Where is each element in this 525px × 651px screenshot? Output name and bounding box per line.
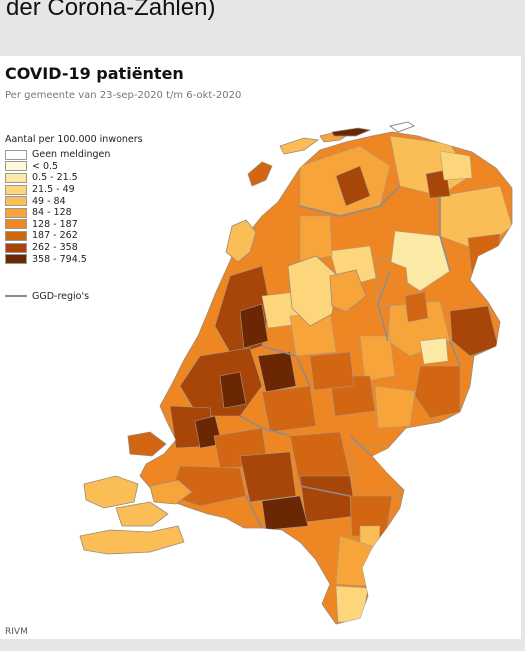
region-patch [335, 585, 369, 623]
zeeland-island [83, 475, 139, 509]
region-patch [414, 365, 461, 419]
region-patch [261, 385, 317, 433]
region-patch [374, 385, 416, 429]
legend-row: Geen meldingen [5, 149, 143, 161]
legend-row: 21.5 - 49 [5, 184, 143, 196]
flevoland-east [329, 269, 367, 313]
wadden-island-vlieland [279, 137, 320, 155]
legend-row: 84 - 128 [5, 207, 143, 219]
region-patch [239, 303, 269, 349]
region-patch [299, 215, 333, 262]
region-patch [257, 351, 297, 393]
region-patch [239, 451, 297, 503]
flevoland [287, 255, 339, 327]
legend-row: 187 - 262 [5, 230, 143, 242]
bottom-bar [0, 639, 525, 651]
legend-row: < 0.5 [5, 161, 143, 173]
map-subtitle: Per gemeente van 23-sep-2020 t/m 6-okt-2… [5, 90, 242, 101]
legend-swatch [5, 254, 27, 265]
region-line-swatch [5, 295, 27, 298]
legend-swatch [5, 172, 27, 183]
legend-swatch [5, 161, 27, 172]
map-title: COVID-19 patiënten [5, 64, 184, 83]
legend-title: Aantal per 100.000 inwoners [5, 134, 143, 145]
legend-swatch [5, 196, 27, 207]
zeeuws-vlaanderen [79, 525, 185, 555]
legend-swatch [5, 219, 27, 230]
legend-swatch [5, 184, 27, 195]
region-patch [261, 495, 309, 531]
legend-label: Geen meldingen [32, 149, 111, 161]
region-patch [359, 335, 396, 382]
region-patch [404, 291, 429, 323]
legend-row: 49 - 84 [5, 195, 143, 207]
zeeland-island [127, 431, 167, 457]
legend-label: 0.5 - 21.5 [32, 172, 78, 184]
caption-text: der Corona-Zahlen) [6, 0, 216, 21]
region-patch [299, 475, 357, 523]
zeeland-island [149, 479, 193, 505]
legend-row: 128 - 187 [5, 219, 143, 231]
legend-label: 128 - 187 [32, 218, 78, 230]
netherlands-choropleth-map [79, 121, 513, 625]
region-patch [467, 233, 501, 279]
legend-row: 0.5 - 21.5 [5, 172, 143, 184]
legend-label: 21.5 - 49 [32, 184, 75, 196]
legend-swatch [5, 149, 27, 160]
map-figure: COVID-19 patiënten Per gemeente van 23-s… [0, 56, 521, 639]
legend-row: 358 - 794.5 [5, 253, 143, 265]
legend-swatch [5, 242, 27, 253]
legend-region-label: GGD-regio's [32, 290, 90, 302]
region-patch [309, 351, 355, 391]
source-label: RIVM [5, 627, 28, 637]
wadden-island-schiermonnikoog [388, 121, 416, 133]
legend-label: 262 - 358 [32, 242, 78, 254]
legend-label: 49 - 84 [32, 195, 66, 207]
wadden-island-ameland [331, 127, 372, 137]
legend-swatch [5, 230, 27, 241]
region-patch [449, 305, 499, 357]
region-patch [219, 371, 247, 409]
ggd-region-outlines [239, 185, 461, 529]
zeeland-island [115, 501, 169, 527]
legend-region-row: GGD-regio's [5, 291, 143, 302]
map-legend: Aantal per 100.000 inwoners Geen melding… [5, 134, 143, 302]
region-patch [335, 165, 371, 207]
region-patch [439, 150, 473, 181]
wadden-island-texel [247, 161, 273, 187]
noord-holland-peninsula [225, 219, 257, 263]
legend-swatch [5, 207, 27, 218]
legend-label: < 0.5 [32, 160, 59, 172]
article-caption: der Corona-Zahlen) [0, 0, 525, 46]
legend-row: 262 - 358 [5, 242, 143, 254]
region-patch [419, 337, 449, 365]
legend-label: 358 - 794.5 [32, 253, 87, 265]
legend-label: 187 - 262 [32, 230, 78, 242]
legend-label: 84 - 128 [32, 207, 72, 219]
